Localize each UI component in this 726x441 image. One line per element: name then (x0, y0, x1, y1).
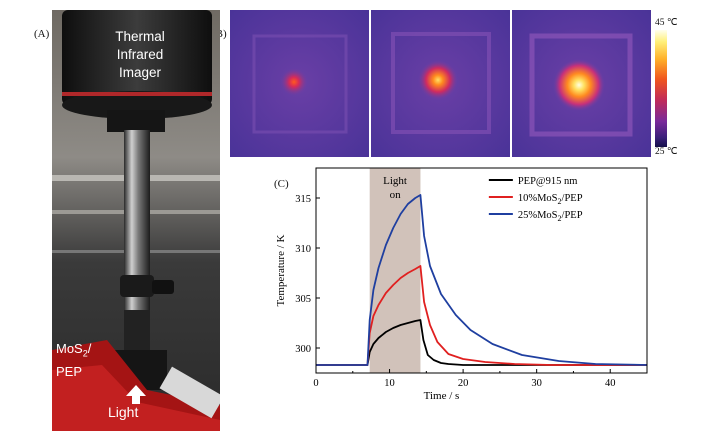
colorbar-max-label: 45 ℃ (655, 18, 678, 28)
thermal-image-3 (512, 10, 651, 157)
legend-label-3: 25%MoS2/PEP (518, 210, 583, 223)
y-tick-label: 305 (295, 294, 311, 305)
thermal-image-2 (371, 10, 510, 157)
light-on-label-line-1: Light (383, 175, 407, 187)
hot-spot-2 (418, 60, 458, 100)
panel-a-label: (A) (34, 28, 50, 40)
y-tick-label: 310 (295, 244, 311, 255)
y-tick-label: 315 (295, 194, 311, 205)
legend-label-1: PEP@915 nm (518, 176, 578, 187)
colorbar-min-label: 25 ℃ (655, 147, 678, 157)
imager-label-line-1: Thermal (115, 29, 165, 44)
sample-label-sub: 2 (82, 348, 88, 359)
sample-label-line2: PEP (56, 363, 83, 379)
legend-label-2: 10%MoS2/PEP (518, 193, 583, 206)
y-axis-label: Temperature / K (275, 234, 287, 306)
imager-label-line-2: Infrared (116, 47, 164, 62)
imager-label: Thermal Infrared Imager (80, 28, 200, 82)
y-tick-label: 300 (295, 344, 311, 355)
x-tick-label: 30 (531, 378, 542, 389)
sample-label: MoS2/ PEP (56, 340, 91, 380)
thermal-image-1 (230, 10, 369, 157)
x-tick-label: 0 (313, 378, 318, 389)
sample-label-slash: / (87, 341, 92, 356)
setup-photo-drawing (52, 10, 220, 431)
hot-spot-1 (280, 68, 308, 96)
temperature-chart: Light on 0 10 20 30 40 300 305 310 315 Time / s Temp… (275, 167, 648, 402)
light-on-label-line-2: on (390, 189, 402, 201)
hot-spot-3 (553, 59, 605, 111)
series-line-1 (316, 319, 647, 366)
panel-c-label: (C) (274, 178, 289, 190)
series-line-2 (316, 265, 647, 366)
x-tick-label: 10 (384, 378, 395, 389)
setup-photo: Thermal Infrared Imager MoS2/ PEP Light (52, 10, 220, 431)
sample-label-main: MoS (56, 341, 83, 356)
imager-label-line-3: Imager (118, 65, 162, 80)
x-tick-label: 40 (605, 378, 616, 389)
x-axis-label: Time / s (424, 390, 460, 402)
x-tick-label: 20 (458, 378, 469, 389)
light-label: Light (108, 404, 139, 420)
plot-frame (315, 167, 648, 374)
series-line-3 (316, 194, 648, 366)
temperature-colorbar (655, 30, 667, 147)
